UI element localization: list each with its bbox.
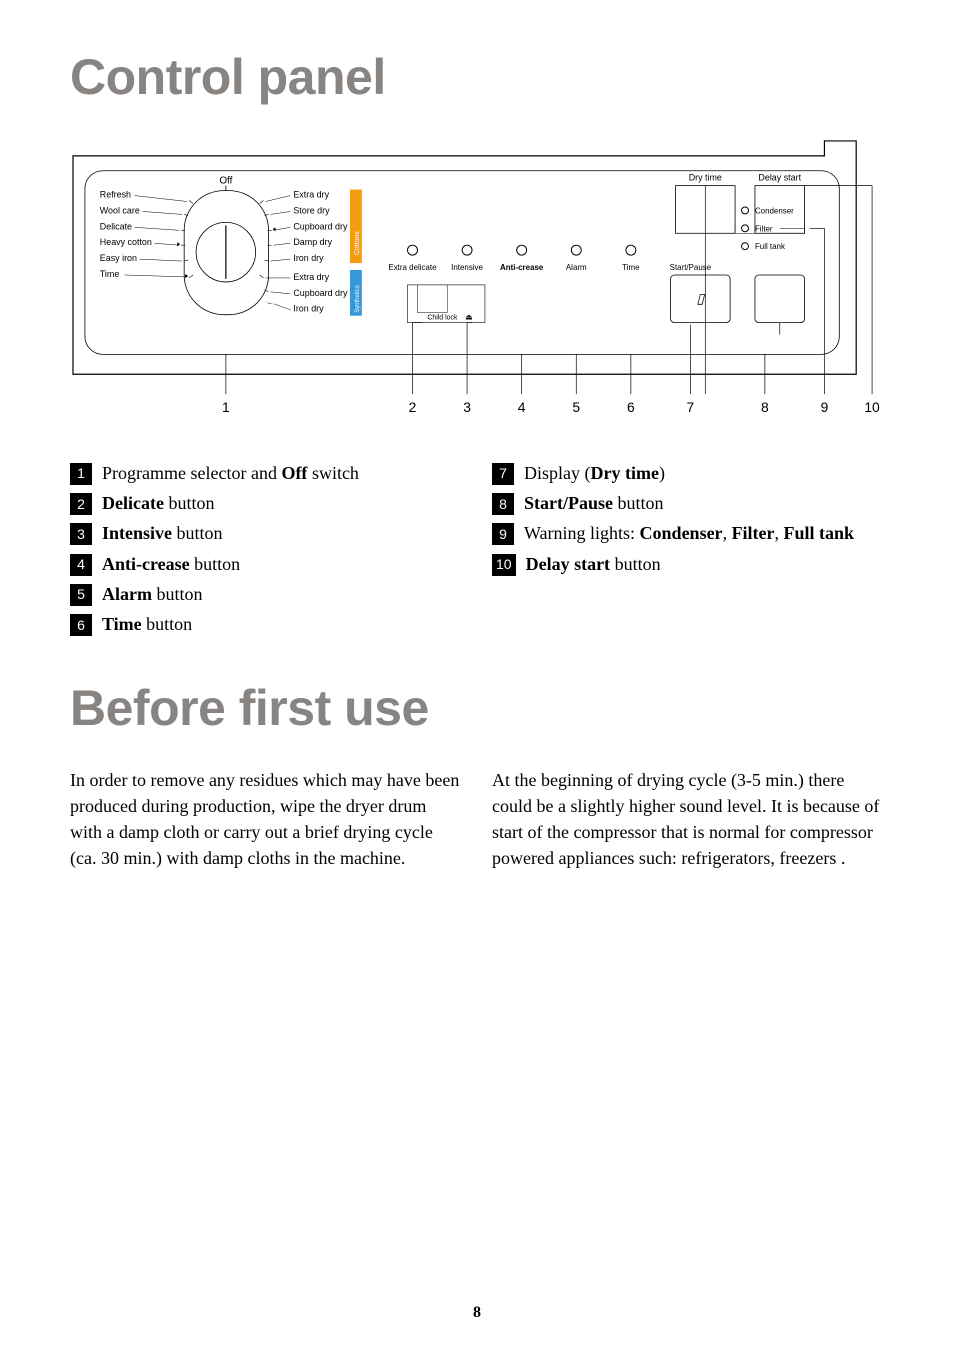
svg-text:1: 1 [222, 399, 230, 415]
svg-text:⏏: ⏏ [465, 313, 473, 322]
control-panel-diagram: Off Refresh Wool care Delicate Heavy cot… [70, 136, 884, 449]
dial-off-label: Off [219, 176, 232, 187]
svg-text:Time: Time [100, 269, 120, 279]
control-panel-svg: Off Refresh Wool care Delicate Heavy cot… [70, 136, 884, 444]
svg-text:Cupboard dry: Cupboard dry [293, 288, 348, 298]
legend-text: Anti-crease button [102, 552, 462, 576]
legend-text: Start/Pause button [524, 491, 884, 515]
svg-text:10: 10 [864, 399, 880, 415]
child-lock: Child lock ⏏ [408, 285, 485, 323]
panel-outline [73, 141, 856, 374]
legend-item: 9 Warning lights: Condenser, Filter, Full… [492, 521, 884, 545]
legend: 1 Programme selector and Off switch 2 Delic… [70, 461, 884, 643]
legend-number: 4 [70, 554, 92, 576]
legend-number: 9 [492, 523, 514, 545]
svg-text:Dry time: Dry time [689, 173, 722, 183]
svg-text:Filter: Filter [755, 224, 773, 233]
program-dial [181, 186, 271, 315]
legend-number: 6 [70, 614, 92, 636]
legend-item: 7 Display (Dry time) [492, 461, 884, 485]
legend-text: Intensive button [102, 521, 462, 545]
legend-col-right: 7 Display (Dry time) 8 Start/Pause button 9W… [492, 461, 884, 643]
synthetics-tab-label: Synthetics [355, 285, 361, 312]
svg-text:Extra dry: Extra dry [293, 190, 329, 200]
svg-text:Full tank: Full tank [755, 242, 785, 251]
svg-text:▯: ▯ [697, 290, 706, 306]
svg-text:4: 4 [518, 399, 526, 415]
legend-item: 8 Start/Pause button [492, 491, 884, 515]
svg-text:6: 6 [627, 399, 635, 415]
display-area: Dry time Delay start [676, 173, 805, 234]
legend-text: Delay start button [526, 552, 884, 576]
legend-item: 10 Delay start button [492, 552, 884, 576]
dial-left-labels: Refresh Wool care Delicate Heavy cotton … [100, 190, 188, 279]
legend-text: Time button [102, 612, 462, 636]
svg-text:Damp dry: Damp dry [293, 237, 332, 247]
before-col-2: At the beginning of drying cycle (3-5 mi… [492, 767, 884, 871]
legend-number: 2 [70, 493, 92, 515]
svg-text:Store dry: Store dry [293, 205, 330, 215]
callout-numbers: 1 2 3 4 5 6 7 8 9 10 [222, 399, 880, 415]
legend-text: Alarm button [102, 582, 462, 606]
svg-text:Extra dry: Extra dry [293, 272, 329, 282]
legend-number: 7 [492, 463, 514, 485]
legend-number: 1 [70, 463, 92, 485]
cottons-tab-label: Cottons [354, 231, 361, 255]
button-row: Extra delicate Intensive Anti-crease Ala… [388, 245, 711, 272]
svg-text:Iron dry: Iron dry [293, 253, 324, 263]
svg-text:Delay start: Delay start [758, 173, 801, 183]
legend-item: 5 Alarm button [70, 582, 462, 606]
svg-text:Easy iron: Easy iron [100, 253, 137, 263]
legend-number: 8 [492, 493, 514, 515]
heading-before-first-use: Before first use [70, 679, 884, 737]
svg-text:Wool care: Wool care [100, 205, 140, 215]
legend-number: 5 [70, 584, 92, 606]
legend-text: Programme selector and Off switch [102, 461, 462, 485]
page-number: 8 [0, 1304, 954, 1322]
start-pause-area: ▯ [671, 275, 805, 323]
svg-text:Delicate: Delicate [100, 221, 132, 231]
heading-control-panel: Control panel [70, 48, 884, 106]
svg-text:2: 2 [409, 399, 417, 415]
legend-item: 6 Time button [70, 612, 462, 636]
legend-item: 2 Delicate button [70, 491, 462, 515]
svg-text:Intensive: Intensive [451, 263, 483, 272]
svg-text:Time: Time [622, 263, 640, 272]
legend-col-left: 1 Programme selector and Off switch 2 Delic… [70, 461, 462, 643]
legend-number: 3 [70, 523, 92, 545]
legend-item: 4 Anti-crease button [70, 552, 462, 576]
before-col-1: In order to remove any residues which ma… [70, 767, 462, 871]
svg-text:Iron dry: Iron dry [293, 304, 324, 314]
svg-text:Condenser: Condenser [755, 206, 794, 215]
svg-text:Cupboard dry: Cupboard dry [293, 221, 348, 231]
legend-text: Display (Dry time) [524, 461, 884, 485]
dial-right-cottons: Extra dry Store dry Cupboard dry Damp dr… [266, 190, 348, 264]
svg-text:3: 3 [463, 399, 471, 415]
svg-text:Anti-crease: Anti-crease [500, 263, 544, 272]
legend-number: 10 [492, 554, 516, 576]
svg-text:Refresh: Refresh [100, 190, 131, 200]
svg-text:Extra delicate: Extra delicate [388, 263, 437, 272]
svg-text:7: 7 [687, 399, 695, 415]
legend-item: 3 Intensive button [70, 521, 462, 545]
before-first-use-text: In order to remove any residues which ma… [70, 767, 884, 871]
svg-text:8: 8 [761, 399, 769, 415]
indicator-lights: Condenser Filter Full tank [742, 206, 805, 251]
svg-text:Alarm: Alarm [566, 263, 587, 272]
legend-text: Warning lights: Condenser, Filter, Full … [524, 521, 884, 545]
svg-text:Heavy cotton: Heavy cotton [100, 237, 152, 247]
svg-text:Child lock: Child lock [427, 315, 458, 322]
dial-right-synth: Extra dry Cupboard dry Iron dry [266, 272, 348, 314]
svg-text:5: 5 [572, 399, 580, 415]
legend-text: Delicate button [102, 491, 462, 515]
svg-text:9: 9 [821, 399, 829, 415]
legend-item: 1 Programme selector and Off switch [70, 461, 462, 485]
